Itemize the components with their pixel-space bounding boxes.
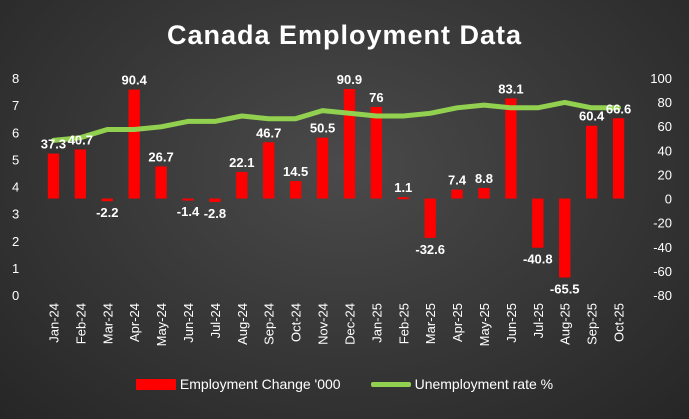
x-axis-tick: Oct-24 bbox=[289, 303, 304, 342]
bar bbox=[263, 142, 275, 199]
bar bbox=[289, 181, 302, 199]
legend-label-employment: Employment Change '000 bbox=[179, 376, 341, 392]
x-axis-tick: Jan-25 bbox=[369, 303, 384, 343]
data-label: 46.7 bbox=[256, 125, 281, 140]
x-axis-tick: Apr-24 bbox=[127, 303, 142, 342]
data-label: -65.5 bbox=[550, 282, 580, 297]
legend-swatch-bar bbox=[135, 378, 176, 390]
bar bbox=[505, 98, 517, 199]
x-axis-tick: Sep-24 bbox=[262, 303, 277, 345]
left-axis-tick: 5 bbox=[12, 152, 19, 167]
right-axis-tick: -60 bbox=[653, 264, 672, 279]
bar bbox=[128, 89, 140, 199]
left-axis-tick: 7 bbox=[12, 98, 19, 113]
data-label: 26.7 bbox=[148, 149, 173, 164]
x-axis-tick: Aug-24 bbox=[235, 303, 250, 345]
x-axis-tick: Sep-25 bbox=[585, 303, 600, 345]
data-label: 76 bbox=[369, 90, 383, 105]
x-axis-tick: Jul-25 bbox=[531, 303, 546, 338]
data-label: 83.1 bbox=[498, 81, 523, 96]
right-axis-tick: -40 bbox=[653, 240, 672, 255]
data-label: 7.4 bbox=[448, 173, 467, 188]
bar bbox=[74, 149, 87, 199]
left-axis-tick: 0 bbox=[12, 288, 19, 303]
data-label: 37.3 bbox=[41, 137, 66, 152]
x-axis-tick: May-25 bbox=[477, 303, 492, 346]
right-axis-tick: 0 bbox=[665, 192, 672, 207]
x-axis-tick: Oct-25 bbox=[612, 303, 627, 342]
right-axis-tick: -20 bbox=[653, 216, 672, 231]
bar bbox=[155, 166, 167, 199]
data-label: -2.8 bbox=[204, 206, 226, 221]
data-label: 1.1 bbox=[394, 180, 412, 195]
data-label: 90.9 bbox=[337, 72, 362, 87]
x-axis-tick: Nov-24 bbox=[316, 303, 331, 345]
legend-item-unemployment: Unemployment rate % bbox=[370, 376, 554, 392]
legend-label-unemployment: Unemployment rate % bbox=[414, 376, 554, 392]
data-label: 50.5 bbox=[310, 121, 335, 136]
x-axis-tick: Feb-24 bbox=[73, 303, 88, 344]
bar bbox=[236, 171, 248, 199]
left-axis-tick: 6 bbox=[12, 125, 19, 140]
bar bbox=[451, 189, 463, 199]
right-axis-tick: 100 bbox=[650, 71, 672, 86]
bar bbox=[101, 198, 113, 202]
chart-title: Canada Employment Data bbox=[166, 20, 523, 50]
bar bbox=[532, 198, 544, 248]
bar bbox=[424, 198, 436, 238]
data-label: -32.6 bbox=[415, 242, 445, 257]
data-label: 14.5 bbox=[283, 164, 308, 179]
bar bbox=[585, 125, 598, 199]
x-axis-tick: Jun-25 bbox=[504, 303, 519, 343]
data-label: 60.4 bbox=[579, 109, 605, 124]
left-axis-tick: 4 bbox=[12, 180, 19, 195]
bar bbox=[182, 198, 194, 201]
x-axis-tick: Jan-24 bbox=[46, 303, 61, 343]
bar bbox=[397, 197, 409, 200]
right-axis-tick: 40 bbox=[658, 143, 672, 158]
left-axis-tick: 2 bbox=[12, 234, 19, 249]
data-label: 40.7 bbox=[68, 132, 93, 147]
right-axis-tick: 60 bbox=[658, 119, 672, 134]
x-axis-tick: Aug-25 bbox=[558, 303, 573, 345]
right-axis-tick: 20 bbox=[658, 167, 672, 182]
bar bbox=[343, 88, 356, 199]
x-axis-tick: Jun-24 bbox=[181, 303, 196, 343]
data-label: 22.1 bbox=[229, 155, 254, 170]
x-axis-tick: Dec-24 bbox=[342, 303, 357, 345]
x-axis-tick: Mar-24 bbox=[100, 303, 115, 344]
data-label: -1.4 bbox=[177, 204, 200, 219]
bar bbox=[316, 137, 329, 199]
x-axis-tick: Jul-24 bbox=[208, 303, 223, 338]
x-axis-tick: Feb-25 bbox=[396, 303, 411, 344]
legend: Employment Change '000 Unemployment rate… bbox=[0, 376, 689, 392]
left-axis-tick: 8 bbox=[12, 71, 19, 86]
bar bbox=[559, 198, 571, 278]
right-axis-tick: 80 bbox=[658, 95, 672, 110]
bar bbox=[478, 187, 490, 199]
x-axis-tick: Mar-25 bbox=[423, 303, 438, 344]
bar bbox=[370, 106, 383, 199]
bar bbox=[209, 198, 221, 202]
legend-item-employment: Employment Change '000 bbox=[135, 376, 341, 392]
x-axis-tick: Apr-25 bbox=[450, 303, 465, 342]
left-axis-tick: 3 bbox=[12, 207, 19, 222]
right-axis-tick: -80 bbox=[653, 288, 672, 303]
data-label: 66.6 bbox=[606, 101, 631, 116]
data-label: 90.4 bbox=[122, 73, 148, 88]
data-label: 8.8 bbox=[475, 171, 493, 186]
legend-swatch-line bbox=[370, 381, 411, 387]
data-label: -2.2 bbox=[96, 205, 118, 220]
data-label: -40.8 bbox=[523, 252, 553, 267]
x-axis-tick: May-24 bbox=[154, 303, 169, 346]
bar bbox=[47, 153, 60, 199]
left-axis-tick: 1 bbox=[12, 261, 19, 276]
unemployment-line bbox=[51, 99, 621, 143]
bar bbox=[612, 118, 625, 199]
